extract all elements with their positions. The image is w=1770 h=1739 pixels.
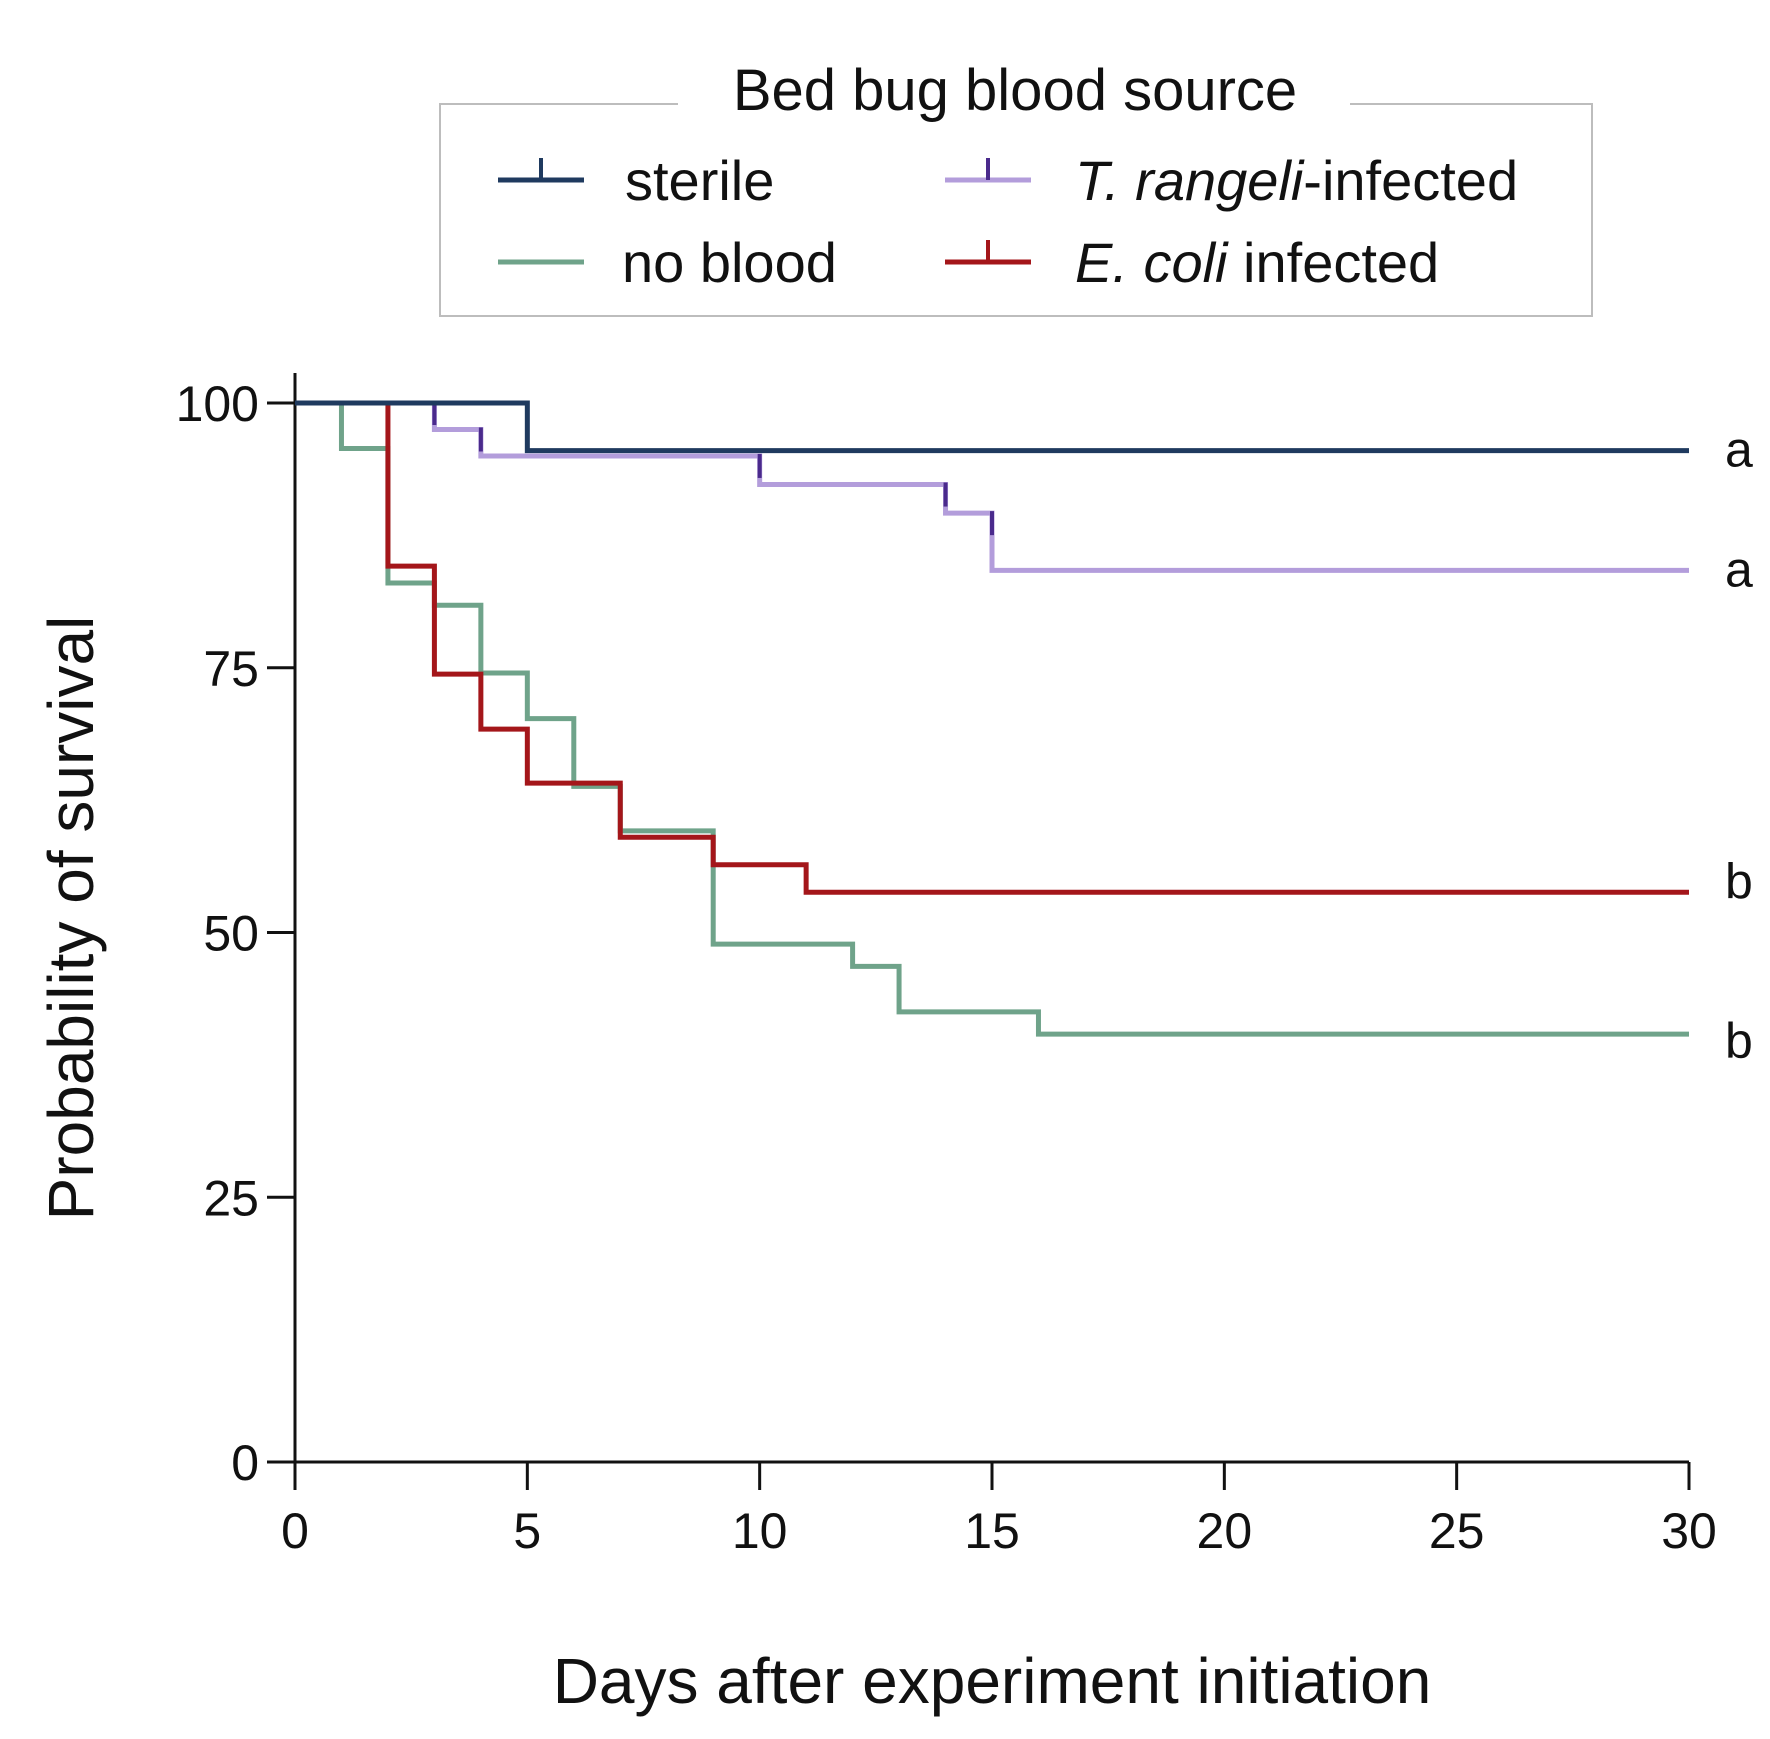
legend-entries: sterile T. rangeli-infected no blood E. col… — [498, 149, 1518, 294]
x-tick-label: 25 — [1429, 1503, 1485, 1559]
x-tick-label: 30 — [1661, 1503, 1717, 1559]
legend-item: E. coli infected — [945, 231, 1439, 294]
legend-title: Bed bug blood source — [733, 58, 1297, 123]
significance-letter: b — [1725, 853, 1753, 909]
x-tick-label: 15 — [964, 1503, 1020, 1559]
x-axis-title: Days after experiment initiation — [553, 1645, 1432, 1717]
legend-frame — [439, 103, 1593, 317]
series-sterile — [295, 400, 1689, 454]
survival-curve — [295, 400, 1689, 454]
series-group — [295, 400, 1689, 1037]
legend-item: sterile — [498, 149, 774, 212]
legend-label-part: -infected — [1303, 149, 1518, 212]
legend-label-part: no blood — [622, 231, 837, 294]
significance-letter: b — [1725, 1013, 1753, 1069]
legend-label: sterile — [625, 149, 774, 212]
series-no-blood — [295, 400, 1689, 1037]
survival-curve — [295, 400, 1689, 895]
x-tick-label: 10 — [732, 1503, 788, 1559]
legend-label-part: infected — [1228, 231, 1440, 294]
legend-label-part: E. coli — [1075, 231, 1229, 294]
x-tick-label: 20 — [1197, 1503, 1253, 1559]
y-tick-label: 0 — [231, 1435, 259, 1491]
legend-item: T. rangeli-infected — [945, 149, 1518, 212]
survival-curve — [295, 400, 1689, 573]
y-tick-label: 100 — [176, 376, 259, 432]
series-e-coli-infected — [295, 400, 1689, 895]
y-tick-label: 50 — [203, 906, 259, 962]
series-t-rangeli-infected — [295, 400, 1689, 573]
y-axis-title: Probability of survival — [35, 616, 107, 1221]
plot-area: 0 25 50 75 100 0 5 10 15 20 25 30 a a b b — [176, 373, 1753, 1559]
x-ticks: 0 5 10 15 20 25 30 — [281, 1462, 1717, 1559]
significance-letters: a a b b — [1725, 422, 1753, 1070]
legend-label-part: T. rangeli — [1075, 149, 1305, 212]
legend: Bed bug blood source sterile T. rangeli-i… — [439, 58, 1593, 317]
legend-label: no blood — [622, 231, 837, 294]
x-tick-label: 5 — [513, 1503, 541, 1559]
x-tick-label: 0 — [281, 1503, 309, 1559]
y-tick-label: 75 — [203, 641, 259, 697]
legend-label: E. coli infected — [1075, 231, 1439, 294]
y-ticks: 0 25 50 75 100 — [176, 376, 295, 1491]
legend-label: T. rangeli-infected — [1075, 149, 1518, 212]
legend-label-part: sterile — [625, 149, 774, 212]
significance-letter: a — [1725, 422, 1753, 478]
survival-curve — [295, 400, 1689, 1037]
significance-letter: a — [1725, 541, 1753, 597]
legend-item: no blood — [498, 231, 837, 294]
y-tick-label: 25 — [203, 1170, 259, 1226]
